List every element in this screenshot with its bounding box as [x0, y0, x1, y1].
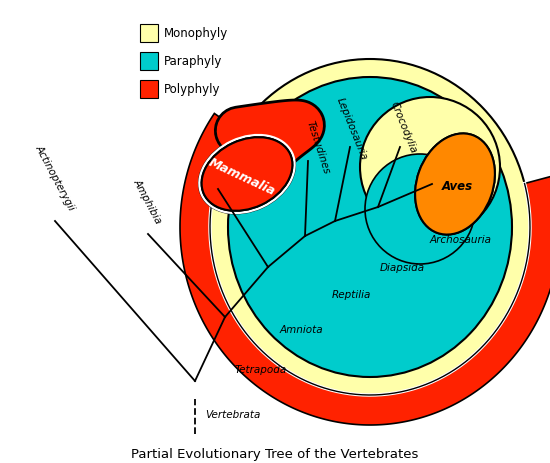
Text: Diapsida: Diapsida	[380, 263, 425, 272]
Text: Testudines: Testudines	[305, 119, 331, 175]
Text: Partial Evolutionary Tree of the Vertebrates: Partial Evolutionary Tree of the Vertebr…	[131, 448, 419, 461]
Polygon shape	[180, 114, 550, 425]
Text: Mammalia: Mammalia	[207, 156, 277, 198]
Circle shape	[365, 155, 475, 264]
Bar	[140, 53, 158, 71]
Bar	[140, 81, 158, 99]
Text: Reptilia: Reptilia	[332, 289, 371, 300]
Ellipse shape	[210, 60, 530, 395]
Text: Tetrapoda: Tetrapoda	[235, 364, 287, 374]
Text: Aves: Aves	[442, 180, 472, 193]
Ellipse shape	[415, 134, 495, 235]
Text: Archosauria: Archosauria	[430, 234, 492, 244]
Text: Paraphyly: Paraphyly	[164, 56, 222, 69]
Ellipse shape	[228, 78, 512, 377]
Text: Amphibia: Amphibia	[132, 176, 164, 225]
Text: Vertebrata: Vertebrata	[205, 409, 260, 419]
Text: Actinopterygii: Actinopterygii	[34, 143, 76, 212]
Ellipse shape	[415, 134, 495, 235]
Text: Lepidosauria: Lepidosauria	[335, 96, 369, 162]
Circle shape	[360, 98, 500, 238]
Ellipse shape	[202, 138, 293, 211]
Text: Crocodylia: Crocodylia	[388, 100, 418, 155]
Ellipse shape	[202, 138, 293, 211]
Text: Polyphyly: Polyphyly	[164, 83, 221, 96]
Text: Amniota: Amniota	[280, 324, 323, 334]
Text: Monophyly: Monophyly	[164, 27, 228, 40]
Bar	[140, 25, 158, 43]
